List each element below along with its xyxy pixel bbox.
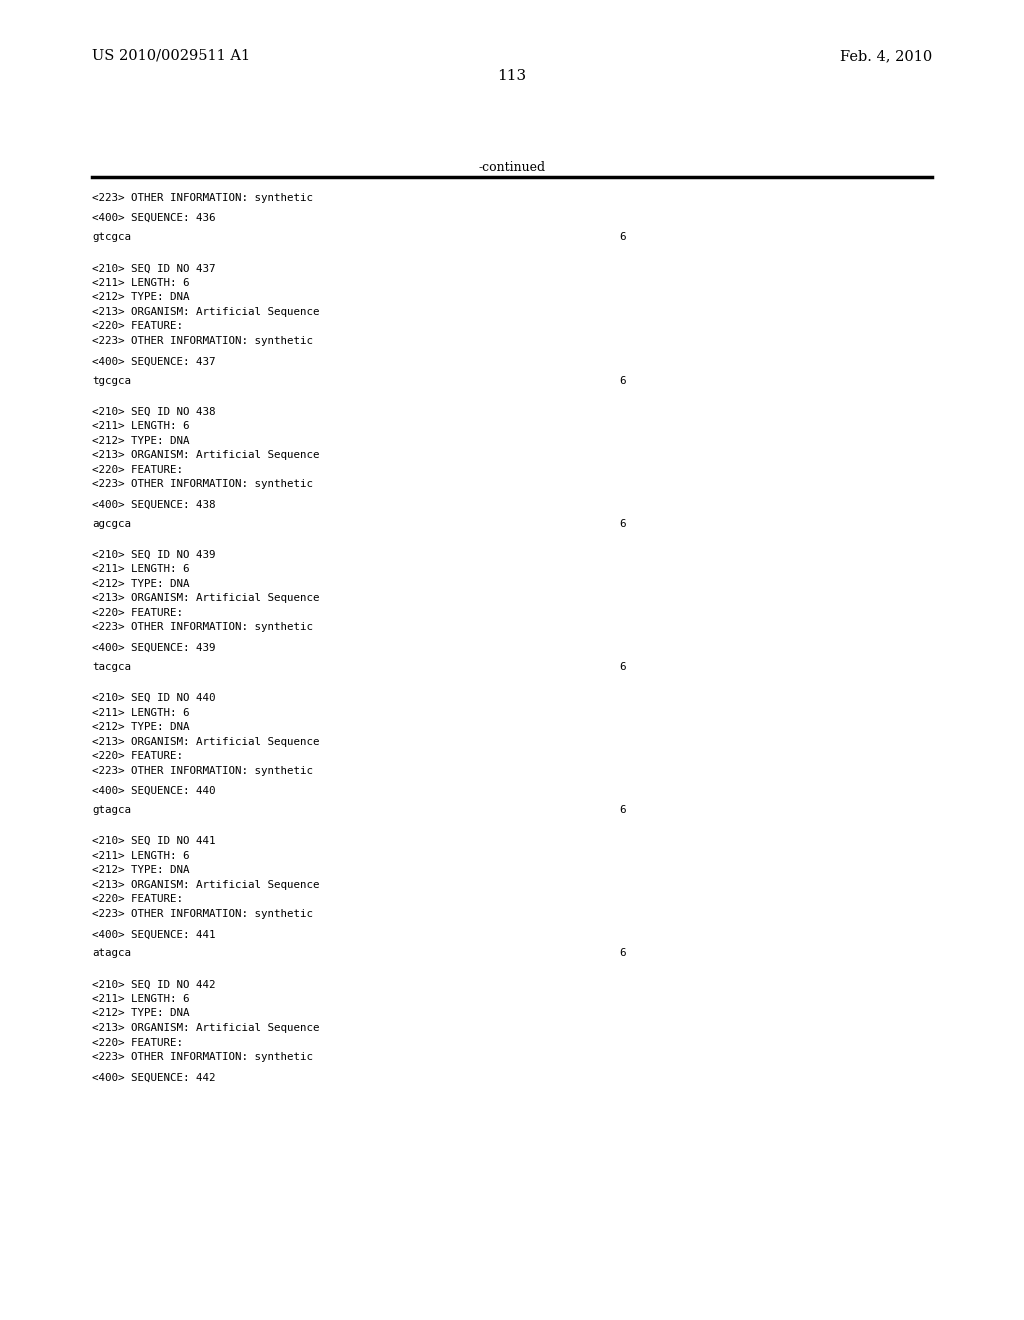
Text: <220> FEATURE:: <220> FEATURE: [92,607,183,618]
Text: 6: 6 [620,519,626,529]
Text: <223> OTHER INFORMATION: synthetic: <223> OTHER INFORMATION: synthetic [92,335,313,346]
Text: gtagca: gtagca [92,805,131,816]
Text: <213> ORGANISM: Artificial Sequence: <213> ORGANISM: Artificial Sequence [92,879,319,890]
Text: <210> SEQ ID NO 439: <210> SEQ ID NO 439 [92,549,216,560]
Text: <223> OTHER INFORMATION: synthetic: <223> OTHER INFORMATION: synthetic [92,623,313,632]
Text: tacgca: tacgca [92,663,131,672]
Text: 6: 6 [620,805,626,816]
Text: <210> SEQ ID NO 442: <210> SEQ ID NO 442 [92,979,216,990]
Text: 6: 6 [620,663,626,672]
Text: <223> OTHER INFORMATION: synthetic: <223> OTHER INFORMATION: synthetic [92,193,313,203]
Text: <400> SEQUENCE: 437: <400> SEQUENCE: 437 [92,356,216,367]
Text: atagca: atagca [92,948,131,958]
Text: <211> LENGTH: 6: <211> LENGTH: 6 [92,565,189,574]
Text: tgcgca: tgcgca [92,375,131,385]
Text: -continued: -continued [478,161,546,174]
Text: Feb. 4, 2010: Feb. 4, 2010 [840,49,932,63]
Text: <212> TYPE: DNA: <212> TYPE: DNA [92,436,189,446]
Text: <223> OTHER INFORMATION: synthetic: <223> OTHER INFORMATION: synthetic [92,766,313,776]
Text: <400> SEQUENCE: 439: <400> SEQUENCE: 439 [92,643,216,653]
Text: <210> SEQ ID NO 437: <210> SEQ ID NO 437 [92,263,216,273]
Text: <223> OTHER INFORMATION: synthetic: <223> OTHER INFORMATION: synthetic [92,908,313,919]
Text: <213> ORGANISM: Artificial Sequence: <213> ORGANISM: Artificial Sequence [92,737,319,747]
Text: <210> SEQ ID NO 438: <210> SEQ ID NO 438 [92,407,216,417]
Text: <212> TYPE: DNA: <212> TYPE: DNA [92,1008,189,1019]
Text: US 2010/0029511 A1: US 2010/0029511 A1 [92,49,250,63]
Text: <213> ORGANISM: Artificial Sequence: <213> ORGANISM: Artificial Sequence [92,594,319,603]
Text: <211> LENGTH: 6: <211> LENGTH: 6 [92,994,189,1005]
Text: <400> SEQUENCE: 440: <400> SEQUENCE: 440 [92,785,216,796]
Text: 6: 6 [620,948,626,958]
Text: <212> TYPE: DNA: <212> TYPE: DNA [92,722,189,733]
Text: 6: 6 [620,375,626,385]
Text: <400> SEQUENCE: 436: <400> SEQUENCE: 436 [92,214,216,223]
Text: <223> OTHER INFORMATION: synthetic: <223> OTHER INFORMATION: synthetic [92,479,313,490]
Text: <400> SEQUENCE: 442: <400> SEQUENCE: 442 [92,1072,216,1082]
Text: <213> ORGANISM: Artificial Sequence: <213> ORGANISM: Artificial Sequence [92,450,319,461]
Text: <212> TYPE: DNA: <212> TYPE: DNA [92,578,189,589]
Text: <211> LENGTH: 6: <211> LENGTH: 6 [92,851,189,861]
Text: <211> LENGTH: 6: <211> LENGTH: 6 [92,279,189,288]
Text: gtcgca: gtcgca [92,232,131,243]
Text: <213> ORGANISM: Artificial Sequence: <213> ORGANISM: Artificial Sequence [92,308,319,317]
Text: agcgca: agcgca [92,519,131,529]
Text: <212> TYPE: DNA: <212> TYPE: DNA [92,866,189,875]
Text: <210> SEQ ID NO 440: <210> SEQ ID NO 440 [92,693,216,704]
Text: <220> FEATURE:: <220> FEATURE: [92,1038,183,1048]
Text: <220> FEATURE:: <220> FEATURE: [92,322,183,331]
Text: <212> TYPE: DNA: <212> TYPE: DNA [92,293,189,302]
Text: <223> OTHER INFORMATION: synthetic: <223> OTHER INFORMATION: synthetic [92,1052,313,1063]
Text: <400> SEQUENCE: 441: <400> SEQUENCE: 441 [92,929,216,940]
Text: <220> FEATURE:: <220> FEATURE: [92,465,183,475]
Text: 113: 113 [498,69,526,83]
Text: <210> SEQ ID NO 441: <210> SEQ ID NO 441 [92,837,216,846]
Text: <211> LENGTH: 6: <211> LENGTH: 6 [92,708,189,718]
Text: <220> FEATURE:: <220> FEATURE: [92,751,183,762]
Text: <400> SEQUENCE: 438: <400> SEQUENCE: 438 [92,499,216,510]
Text: 6: 6 [620,232,626,243]
Text: <211> LENGTH: 6: <211> LENGTH: 6 [92,421,189,432]
Text: <213> ORGANISM: Artificial Sequence: <213> ORGANISM: Artificial Sequence [92,1023,319,1034]
Text: <220> FEATURE:: <220> FEATURE: [92,895,183,904]
